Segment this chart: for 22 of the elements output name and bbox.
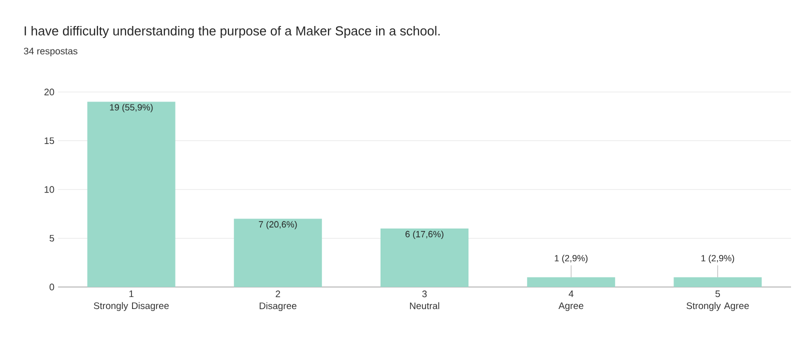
chart-title: I have difficulty understanding the purpose of a Maker Space in a school. <box>24 26 440 38</box>
y-tick-label: 5 <box>50 234 54 242</box>
bar <box>234 218 322 287</box>
data-label: 19 (55,9%) <box>110 104 153 112</box>
chart-subtitle: 34 respostas <box>24 48 78 56</box>
x-tick-label: 2 Disagree <box>260 290 296 312</box>
x-tick-label: 3 Neutral <box>410 290 440 310</box>
bar <box>87 102 176 287</box>
data-label: 7 (20,6%) <box>258 220 297 230</box>
data-label: 1 (2,9%) <box>554 254 588 264</box>
bar <box>674 277 762 287</box>
y-tick-label: 15 <box>44 137 54 144</box>
data-label: 6 (17,6%) <box>406 230 444 240</box>
x-tick-label: 1 Strongly Disagree <box>94 290 169 311</box>
bar <box>527 277 616 287</box>
y-tick-label: 0 <box>50 284 54 290</box>
y-tick-label: 10 <box>44 186 54 193</box>
bar <box>380 228 469 287</box>
x-tick-label: 4 Agree <box>558 290 584 311</box>
data-label: 1 (2,9%) <box>701 254 734 264</box>
y-tick-label: 20 <box>44 88 54 96</box>
x-tick-label: 5 Strongly Agree <box>686 290 749 311</box>
